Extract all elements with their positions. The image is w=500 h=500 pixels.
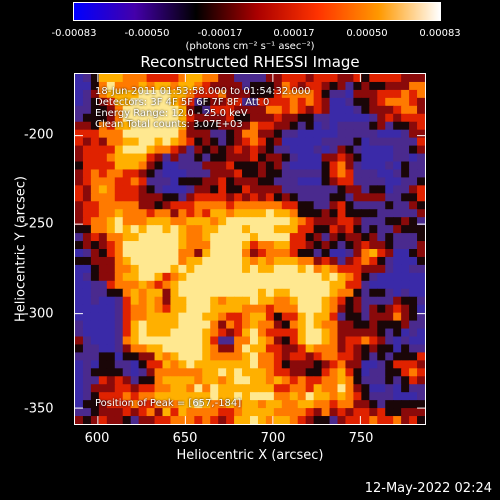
colorbar-tick-label: -0.00017 [197, 28, 243, 39]
colorbar-tick-label: 0.00083 [419, 28, 461, 39]
colorbar-unit-label: (photons cm⁻² s⁻¹ asec⁻²) [185, 41, 315, 52]
y-tick-label: -250 [24, 216, 54, 232]
y-tick-label: -200 [24, 127, 54, 143]
x-axis-label: Heliocentric X (arcsec) [176, 448, 324, 463]
colorbar-tick-label: 0.00050 [346, 28, 388, 39]
y-tick-label: -350 [24, 401, 54, 417]
x-tick-label: 650 [172, 431, 198, 446]
info-detectors: Detectors: 3F 4F 5F 6F 7F 8F, Att 0 [95, 97, 270, 108]
x-tick-label: 700 [260, 431, 286, 446]
solar-image-plot: 18-Jun-2011 01:53:58.000 to 01:54:32.000… [74, 73, 426, 425]
colorbar [73, 2, 441, 21]
colorbar-tick-label: -0.00050 [124, 28, 170, 39]
y-axis-label: Heliocentric Y (arcsec) [13, 176, 29, 322]
timestamp: 12-May-2022 02:24 [364, 481, 492, 496]
info-time-range: 18-Jun-2011 01:53:58.000 to 01:54:32.000 [95, 86, 311, 97]
colorbar-tick-label: -0.00083 [51, 28, 97, 39]
y-tick-label: -300 [24, 306, 54, 322]
x-tick-label: 750 [348, 431, 374, 446]
info-clean-counts: Clean Total counts: 3.07E+03 [95, 119, 243, 130]
info-energy-range: Energy Range: 12.0 - 25.0 keV [95, 108, 248, 119]
x-tick-label: 600 [84, 431, 110, 446]
info-peak-position: Position of Peak = [657,-184] [95, 398, 242, 409]
image-title: Reconstructed RHESSI Image [140, 53, 360, 71]
colorbar-tick-label: 0.00017 [273, 28, 315, 39]
reconstructed-image-heatmap [75, 74, 425, 424]
